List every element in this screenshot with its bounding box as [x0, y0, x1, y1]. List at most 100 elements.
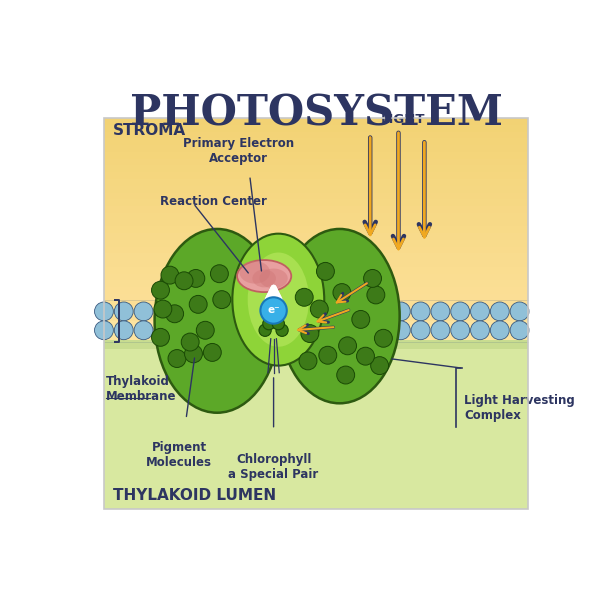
Circle shape [196, 321, 214, 339]
Text: e⁻: e⁻ [267, 305, 280, 315]
Circle shape [181, 333, 199, 351]
Circle shape [263, 318, 275, 330]
Circle shape [337, 366, 354, 384]
Bar [104, 199, 528, 206]
Circle shape [272, 318, 285, 330]
Ellipse shape [239, 261, 270, 283]
Ellipse shape [252, 269, 276, 288]
Circle shape [364, 269, 381, 288]
Circle shape [152, 282, 170, 299]
Circle shape [293, 321, 312, 340]
Ellipse shape [259, 269, 288, 288]
Circle shape [94, 302, 113, 321]
Circle shape [431, 302, 450, 321]
Bar [104, 246, 528, 253]
Circle shape [154, 300, 172, 318]
Bar [104, 253, 528, 260]
Circle shape [295, 288, 313, 306]
Ellipse shape [248, 253, 309, 347]
Circle shape [367, 286, 385, 304]
Bar [104, 307, 528, 314]
Ellipse shape [280, 229, 400, 403]
Circle shape [233, 321, 252, 340]
Circle shape [392, 321, 410, 340]
Circle shape [319, 346, 337, 364]
Circle shape [357, 347, 375, 365]
Circle shape [267, 316, 280, 328]
Circle shape [293, 302, 312, 321]
Circle shape [213, 302, 232, 321]
Circle shape [114, 321, 133, 340]
Circle shape [187, 269, 205, 288]
Circle shape [431, 321, 450, 340]
Text: Light Harvesting
Complex: Light Harvesting Complex [465, 394, 575, 422]
Circle shape [174, 302, 193, 321]
Circle shape [152, 329, 170, 346]
Circle shape [189, 296, 207, 313]
Bar [104, 212, 528, 220]
Circle shape [299, 352, 317, 370]
Bar [104, 138, 528, 145]
Bar [104, 118, 528, 509]
Circle shape [213, 291, 231, 308]
Circle shape [175, 272, 193, 289]
Circle shape [338, 337, 357, 355]
Circle shape [451, 302, 469, 321]
Ellipse shape [155, 229, 280, 412]
Bar [104, 165, 528, 172]
Circle shape [312, 321, 331, 340]
Ellipse shape [233, 234, 324, 365]
Circle shape [134, 321, 153, 340]
Bar [104, 118, 528, 509]
Bar [104, 300, 528, 307]
Circle shape [273, 321, 291, 340]
Bar [104, 206, 528, 213]
Bar [104, 340, 528, 349]
Bar [104, 313, 528, 321]
Text: Pigment
Molecules: Pigment Molecules [146, 441, 212, 469]
Bar [104, 152, 528, 159]
Circle shape [301, 324, 319, 343]
Circle shape [174, 321, 193, 340]
Circle shape [161, 266, 179, 284]
Bar [104, 179, 528, 186]
Circle shape [371, 321, 390, 340]
Circle shape [154, 302, 173, 321]
Circle shape [332, 321, 351, 340]
Circle shape [333, 283, 351, 302]
Bar [104, 233, 528, 240]
Bar [104, 226, 528, 233]
Bar [104, 124, 528, 132]
Bar [104, 280, 528, 287]
Text: PHOTOSYSTEM: PHOTOSYSTEM [130, 92, 502, 134]
Text: LIGHT: LIGHT [381, 113, 425, 126]
Bar [104, 172, 528, 179]
Text: THYLAKOID LUMEN: THYLAKOID LUMEN [113, 488, 277, 503]
Circle shape [193, 302, 212, 321]
Text: Chlorophyll
a Special Pair: Chlorophyll a Special Pair [228, 453, 319, 481]
Circle shape [193, 321, 212, 340]
Circle shape [114, 302, 133, 321]
Bar [104, 118, 528, 125]
Circle shape [392, 302, 410, 321]
Circle shape [451, 321, 469, 340]
Bar [104, 185, 528, 193]
Circle shape [259, 324, 271, 337]
Circle shape [273, 302, 291, 321]
Circle shape [166, 305, 184, 323]
Text: Thylakoid
Membrane: Thylakoid Membrane [106, 375, 177, 403]
Bar [104, 286, 528, 294]
Bar [104, 340, 528, 509]
Circle shape [203, 343, 222, 361]
Circle shape [510, 302, 529, 321]
Circle shape [352, 321, 371, 340]
Circle shape [185, 345, 203, 363]
Circle shape [352, 302, 371, 321]
Circle shape [260, 297, 287, 324]
Bar [104, 159, 528, 165]
Circle shape [134, 302, 153, 321]
Circle shape [371, 357, 389, 375]
Bar [104, 259, 528, 267]
Text: Reaction Center: Reaction Center [160, 195, 267, 208]
Circle shape [471, 302, 490, 321]
